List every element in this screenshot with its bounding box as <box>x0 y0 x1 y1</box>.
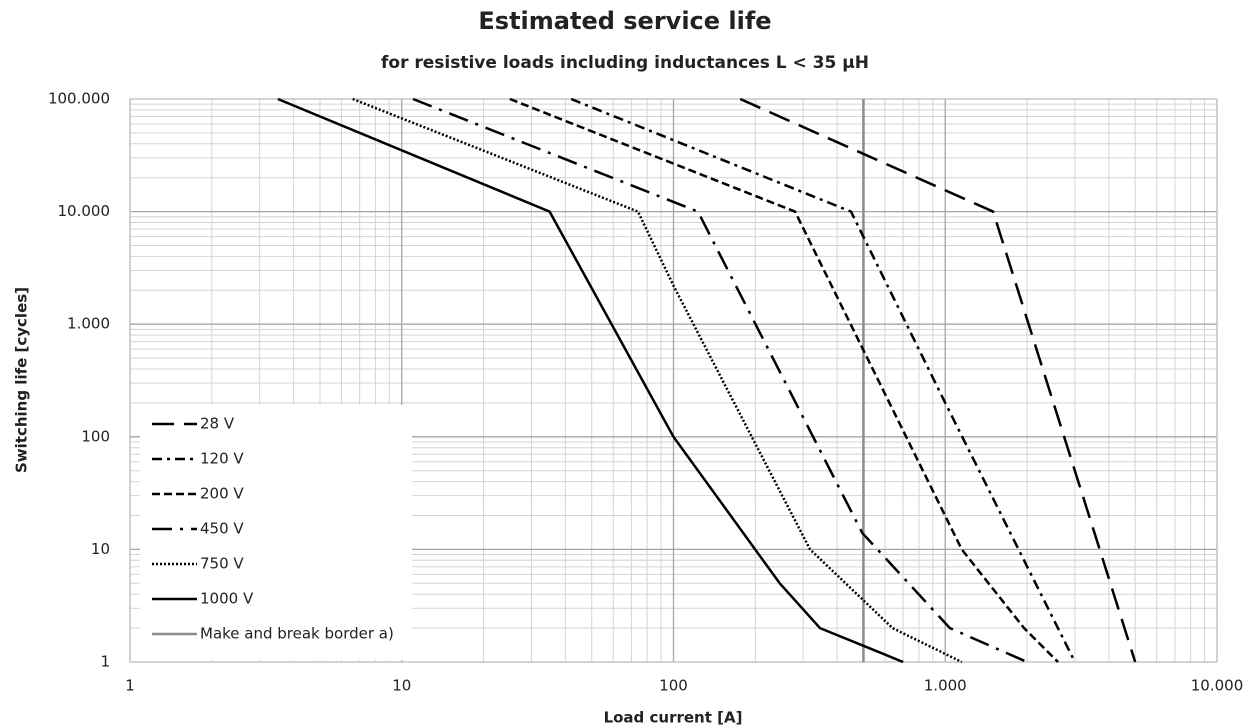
x-tick-label: 100 <box>659 677 688 695</box>
legend-label: Make and break border a) <box>200 625 394 643</box>
legend-label: 1000 V <box>200 590 254 608</box>
legend-label: 28 V <box>200 415 235 433</box>
x-tick-label: 10 <box>392 677 411 695</box>
chart-title: Estimated service life <box>478 7 771 35</box>
legend-label: 200 V <box>200 485 244 503</box>
series-line <box>277 97 904 664</box>
x-tick-label: 1 <box>125 677 135 695</box>
legend-label: 120 V <box>200 450 244 468</box>
plot-border <box>129 98 1218 663</box>
series-line <box>739 97 1137 663</box>
x-tick-label: 10.000 <box>1191 677 1244 695</box>
y-tick-label: 10.000 <box>58 202 111 220</box>
y-tick-label: 100 <box>81 427 110 445</box>
y-tick-label: 1.000 <box>67 315 110 333</box>
series-line <box>412 97 1028 664</box>
x-axis-label: Load current [A] <box>604 709 743 727</box>
y-tick-label: 10 <box>91 540 110 558</box>
legend-box <box>140 405 412 660</box>
y-tick-label: 1 <box>100 653 110 671</box>
legend-label: 450 V <box>200 520 244 538</box>
y-tick-label: 100.000 <box>48 90 110 108</box>
series-line <box>509 97 1059 663</box>
x-tick-label: 1.000 <box>924 677 967 695</box>
y-axis-label: Switching life [cycles] <box>13 287 31 473</box>
series-line <box>570 97 1077 663</box>
series-line <box>352 97 963 664</box>
chart-subtitle: for resistive loads including inductance… <box>381 53 869 73</box>
legend-label: 750 V <box>200 555 244 573</box>
